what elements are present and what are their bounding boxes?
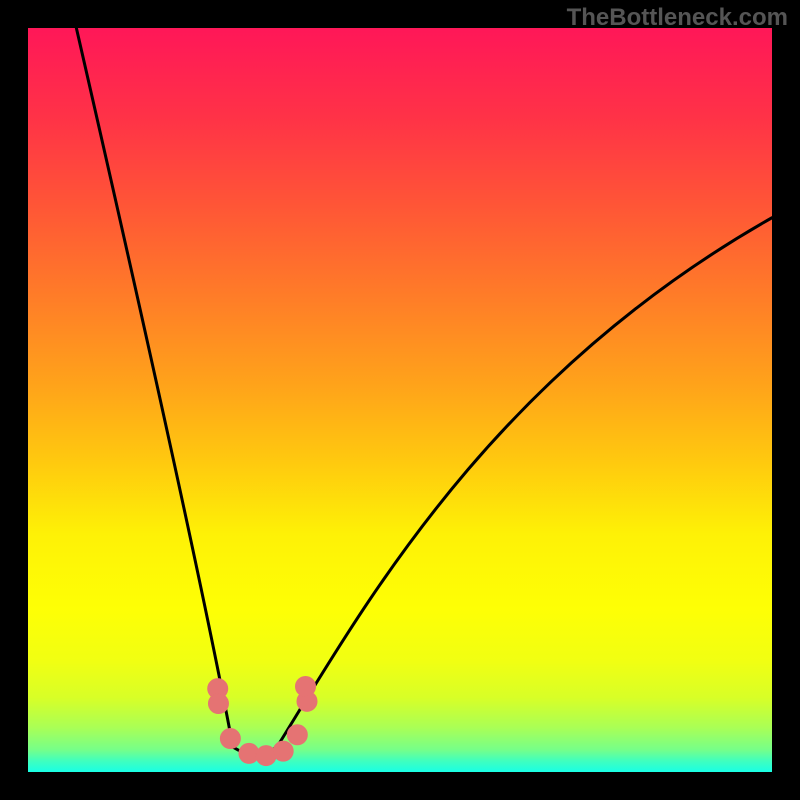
marker-group [208,676,317,765]
data-marker [296,676,316,696]
bottleneck-curve [76,28,772,754]
chart-container: TheBottleneck.com [0,0,800,800]
data-marker [273,741,293,761]
watermark-text: TheBottleneck.com [567,4,788,32]
curve-layer [28,28,772,772]
plot-area [28,28,772,772]
data-marker [287,725,307,745]
data-marker [208,694,228,714]
data-marker [220,729,240,749]
